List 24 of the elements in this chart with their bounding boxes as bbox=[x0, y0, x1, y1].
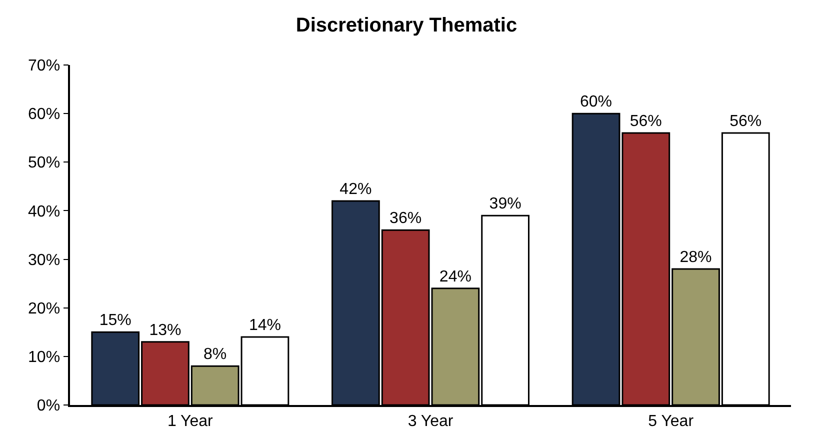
x-tick-label: 5 Year bbox=[648, 412, 694, 430]
y-tick-label: 10% bbox=[28, 349, 60, 366]
data-label: 36% bbox=[390, 210, 422, 228]
data-label: 56% bbox=[630, 113, 662, 130]
data-label: 24% bbox=[439, 268, 472, 286]
chart-title: Discretionary Thematic bbox=[296, 14, 518, 37]
y-tick-label: 50% bbox=[28, 154, 60, 172]
data-label: 60% bbox=[580, 94, 612, 111]
x-tick-label: 3 Year bbox=[408, 412, 454, 430]
data-label: 15% bbox=[99, 312, 132, 330]
y-tick-label: 30% bbox=[28, 252, 60, 269]
y-tick-label: 20% bbox=[28, 300, 60, 318]
y-tick-label: 60% bbox=[28, 106, 60, 124]
data-label: 42% bbox=[340, 181, 372, 198]
y-tick-label: 40% bbox=[28, 203, 60, 220]
data-label: 8% bbox=[204, 346, 227, 364]
data-label: 56% bbox=[730, 113, 762, 130]
y-tick-label: 70% bbox=[28, 58, 60, 75]
data-label: 39% bbox=[489, 196, 522, 213]
x-tick-label: 1 Year bbox=[167, 412, 214, 430]
data-label: 13% bbox=[149, 322, 182, 339]
y-tick-label: 0% bbox=[36, 398, 60, 415]
data-label: 28% bbox=[680, 249, 712, 266]
data-label: 14% bbox=[248, 317, 281, 334]
